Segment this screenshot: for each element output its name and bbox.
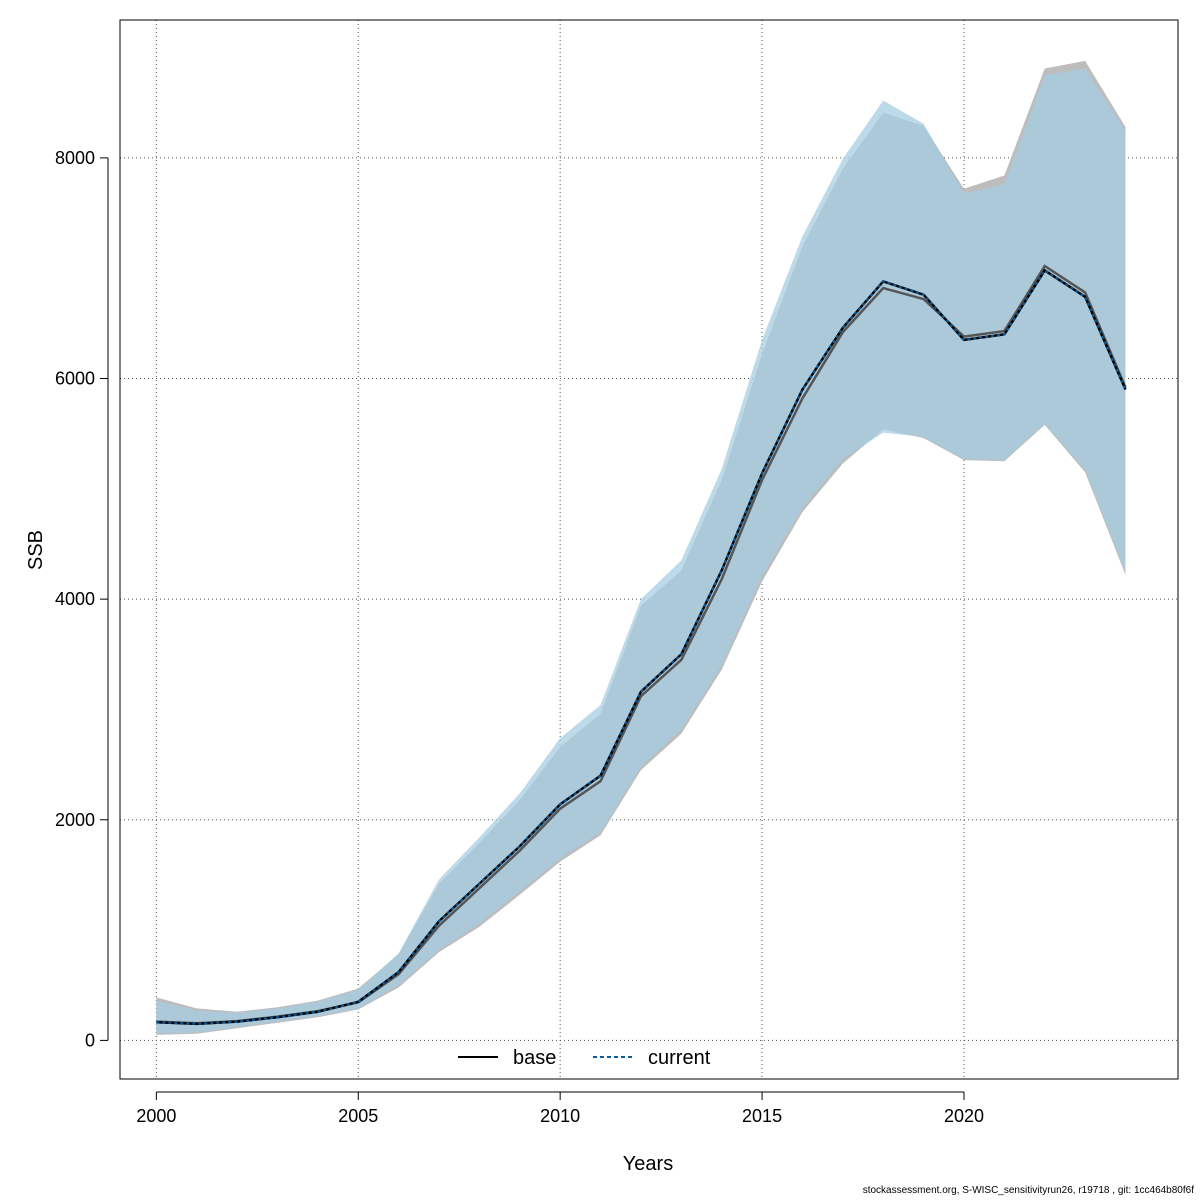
x-tick-label-2015: 2015: [742, 1106, 782, 1126]
y-tick-label-8000: 8000: [55, 148, 95, 168]
grid-lines: [120, 20, 1178, 1079]
line-current: [156, 269, 1127, 1025]
plot-frame: [119, 19, 1179, 1080]
y-axis: 0 2000 4000 6000 8000: [55, 148, 109, 1050]
confidence-bands: [156, 60, 1126, 1035]
y-axis-title: SSB: [25, 530, 47, 570]
x-tick-label-2020: 2020: [944, 1106, 984, 1126]
y-tick-label-4000: 4000: [55, 589, 95, 609]
footnote: stockassessment.org, S-WISC_sensitivityr…: [862, 1185, 1194, 1196]
x-tick-label-2000: 2000: [136, 1106, 176, 1126]
x-axis-title: Years: [623, 1153, 673, 1175]
series-lines: [156, 264, 1127, 1026]
band-current: [156, 68, 1126, 1034]
legend: base current: [458, 1047, 711, 1069]
legend-label-base: base: [513, 1047, 556, 1069]
x-tick-label-2005: 2005: [338, 1106, 378, 1126]
x-tick-label-2010: 2010: [540, 1106, 580, 1126]
y-tick-label-2000: 2000: [55, 810, 95, 830]
legend-label-current: current: [648, 1047, 711, 1069]
y-tick-label-6000: 6000: [55, 369, 95, 389]
x-axis: 2000 2005 2010 2015 2020: [136, 1091, 984, 1126]
y-tick-label-0: 0: [85, 1030, 95, 1050]
